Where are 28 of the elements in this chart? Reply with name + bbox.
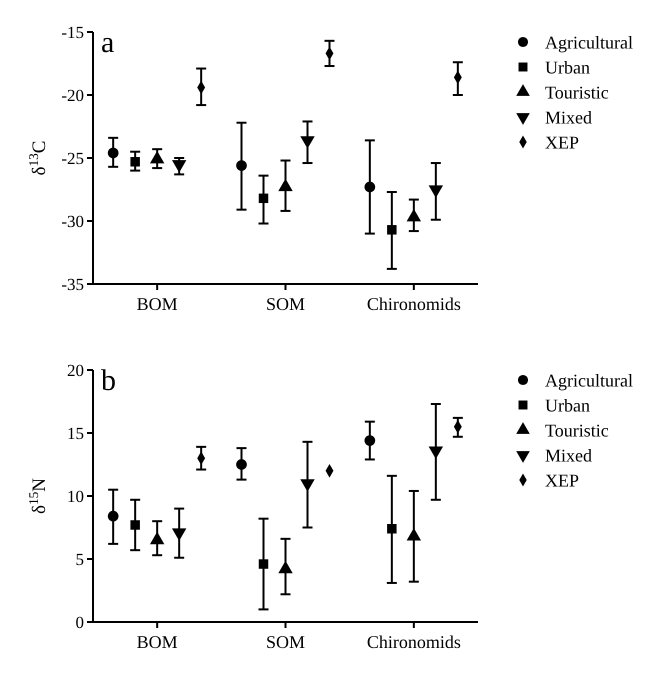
legend-label: Agricultural bbox=[545, 370, 633, 390]
legend-label: Agricultural bbox=[545, 32, 633, 52]
x-tick-label: Chironomids bbox=[366, 632, 461, 652]
y-tick-label: -15 bbox=[61, 22, 84, 42]
chart-title: b bbox=[101, 364, 116, 397]
legend-label: Mixed bbox=[545, 445, 592, 466]
y-tick-label: -35 bbox=[61, 274, 84, 294]
x-tick-label: BOM bbox=[136, 632, 178, 652]
chart-title: a bbox=[101, 26, 114, 59]
y-tick-label: 5 bbox=[76, 550, 84, 569]
y-tick-label: -25 bbox=[61, 148, 84, 168]
y-tick-label: 20 bbox=[67, 360, 84, 380]
legend-label: Urban bbox=[545, 395, 590, 416]
legend-label: Urban bbox=[545, 57, 590, 78]
legend-label: Touristic bbox=[545, 82, 609, 102]
y-tick-label: 15 bbox=[67, 424, 84, 443]
y-tick-label: 0 bbox=[76, 612, 84, 632]
x-tick-label: BOM bbox=[136, 294, 178, 314]
x-tick-label: SOM bbox=[266, 632, 306, 652]
y-tick-label: -30 bbox=[61, 212, 84, 231]
legend-label: Mixed bbox=[545, 107, 592, 128]
x-tick-label: SOM bbox=[266, 294, 306, 314]
legend-label: XEP bbox=[545, 132, 580, 152]
y-tick-label: -20 bbox=[61, 86, 84, 105]
y-tick-label: 10 bbox=[67, 486, 84, 506]
legend-label: Touristic bbox=[545, 420, 609, 440]
legend-label: XEP bbox=[545, 470, 580, 490]
x-tick-label: Chironomids bbox=[366, 294, 461, 314]
